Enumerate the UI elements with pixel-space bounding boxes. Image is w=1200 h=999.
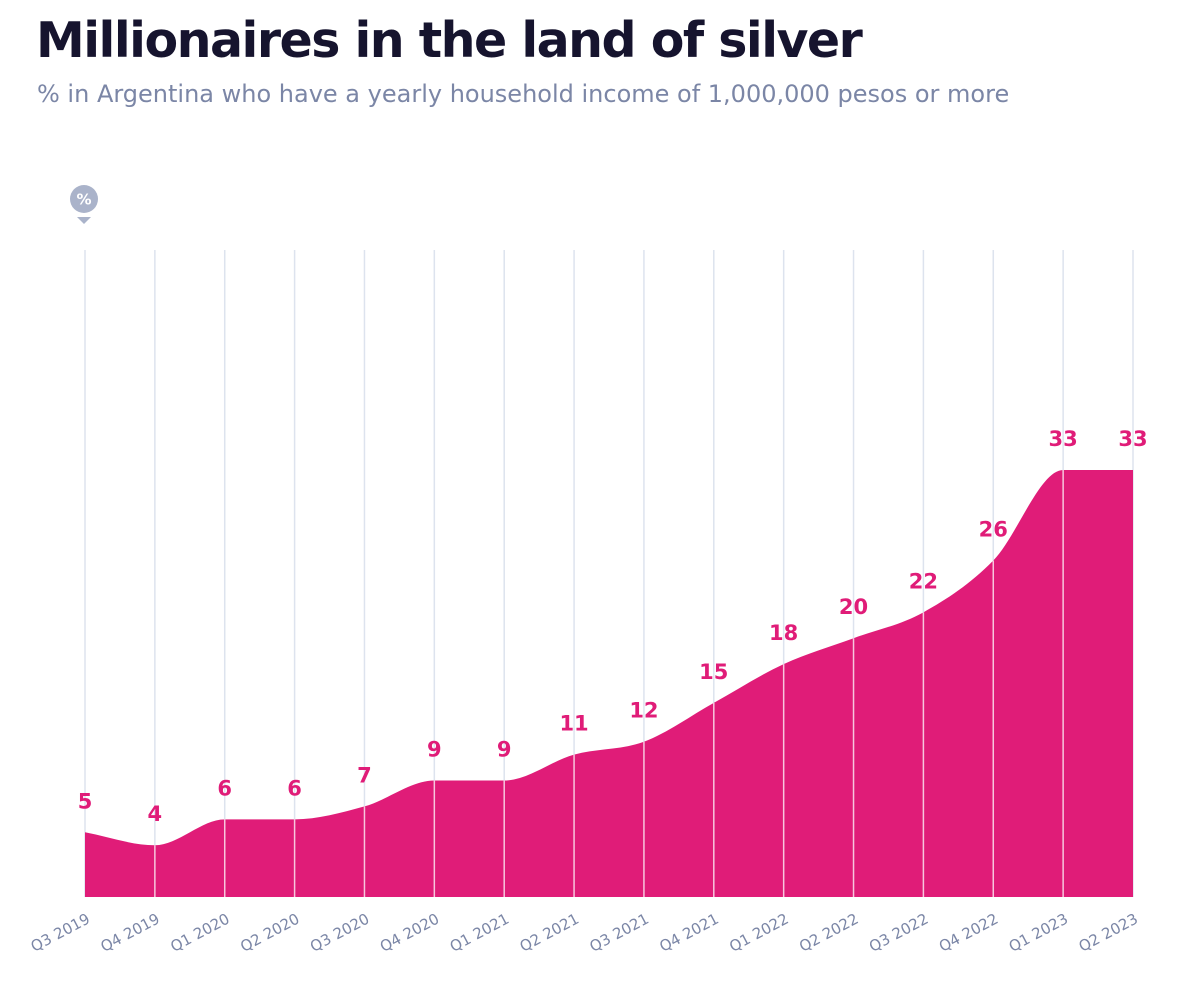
x-tick-label: Q1 2020: [167, 910, 232, 956]
value-label: 15: [699, 660, 728, 684]
chart-subtitle: % in Argentina who have a yearly househo…: [37, 80, 1010, 108]
value-label: 11: [559, 712, 588, 736]
x-tick-label: Q1 2023: [1006, 910, 1071, 956]
x-tick-label: Q4 2019: [98, 910, 163, 956]
value-label: 33: [1049, 427, 1078, 451]
unit-label: %: [76, 191, 91, 209]
x-tick-label: Q1 2021: [447, 910, 512, 956]
value-label: 26: [979, 518, 1008, 542]
value-label: 6: [217, 776, 232, 800]
x-tick-label: Q4 2021: [656, 910, 721, 956]
value-label: 33: [1118, 427, 1147, 451]
x-axis-ticks: Q3 2019 Q4 2019 Q1 2020 Q2 2020 Q3 2020 Q4 20…: [28, 910, 1141, 956]
unit-badge-pointer: [77, 217, 91, 224]
x-tick-label: Q2 2020: [237, 910, 302, 956]
value-label: 22: [909, 569, 938, 593]
value-label: 20: [839, 595, 868, 619]
value-label: 7: [357, 763, 372, 787]
area-series: [85, 469, 1133, 897]
x-tick-label: Q3 2020: [307, 910, 372, 956]
unit-badge: %: [70, 185, 98, 224]
value-label: 6: [287, 776, 302, 800]
x-tick-label: Q2 2022: [796, 910, 861, 956]
x-tick-label: Q3 2022: [866, 910, 931, 956]
x-tick-label: Q4 2020: [377, 910, 442, 956]
x-tick-label: Q4 2022: [936, 910, 1001, 956]
unit-badge-circle: [70, 185, 98, 213]
x-tick-label: Q2 2023: [1076, 910, 1141, 956]
value-label: 12: [629, 699, 658, 723]
x-tick-label: Q2 2021: [517, 910, 582, 956]
chart-title: Millionaires in the land of silver: [36, 12, 863, 69]
value-label: 18: [769, 621, 798, 645]
value-label: 4: [148, 802, 163, 826]
x-tick-label: Q1 2022: [726, 910, 791, 956]
x-tick-label: Q3 2021: [587, 910, 652, 956]
value-label: 5: [78, 789, 93, 813]
value-labels: 5 4 6 6 7 9 9 11 12 15 18 20 22 26 33 33: [78, 427, 1148, 826]
x-tick-label: Q3 2019: [28, 910, 93, 956]
gridline-overlays: [154, 469, 1064, 897]
value-label: 9: [497, 738, 512, 762]
value-label: 9: [427, 738, 442, 762]
area-fill: [85, 469, 1133, 897]
